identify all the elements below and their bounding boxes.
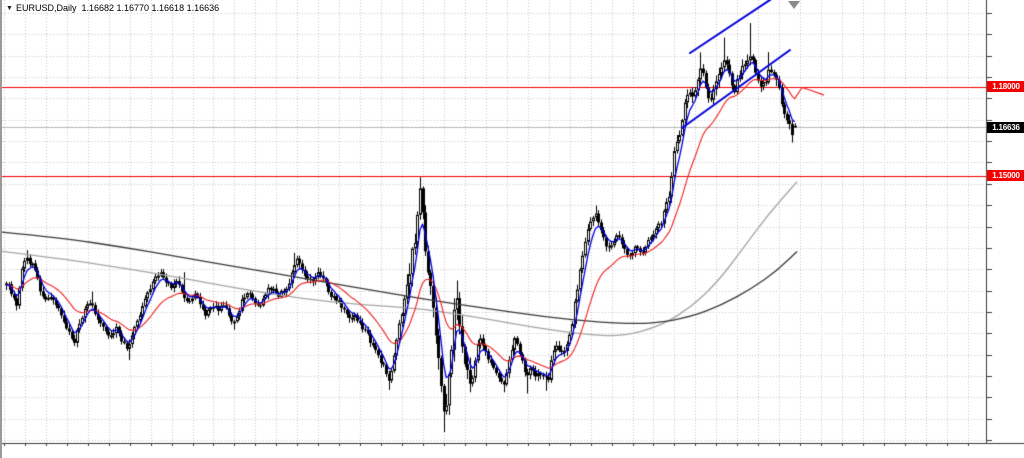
- hline-1.15000-price-tag[interactable]: 1.15000: [987, 170, 1024, 182]
- chart-title-overlay: ▼ EURUSD,Daily 1.16682 1.16770 1.16618 1.…: [6, 3, 219, 13]
- chart-shift-marker-icon: [788, 1, 800, 9]
- current-price-tag: 1.16636: [987, 121, 1024, 133]
- symbol-period-label: EURUSD,Daily: [15, 3, 77, 13]
- price-axis[interactable]: 1.204901.197701.190501.183101.175901.168…: [986, 0, 1024, 443]
- ohlc-values-label: 1.16682 1.16770 1.16618 1.16636: [81, 3, 220, 13]
- time-axis[interactable]: 26 Jul 201919 Aug 201910 Sep 20192 Oct 2…: [2, 444, 1024, 458]
- symbol-marker-icon: ▼: [6, 5, 13, 12]
- hline-1.18000-price-tag[interactable]: 1.18000: [987, 81, 1024, 93]
